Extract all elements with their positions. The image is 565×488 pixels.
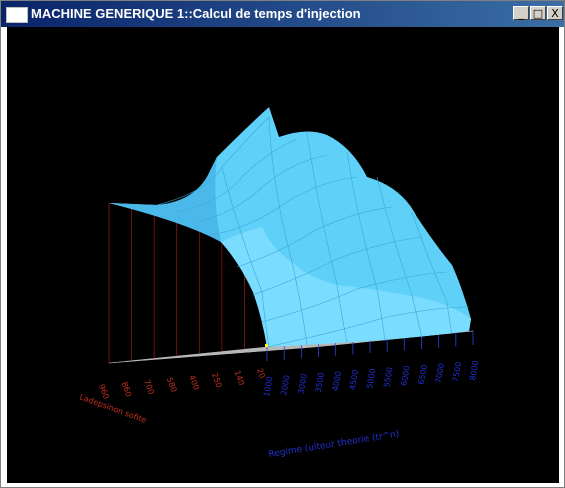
x-axis-label: Regime (ulteur theorie (tr^n) xyxy=(268,429,400,460)
x-tick-label: 6000 xyxy=(399,365,411,387)
y-tick-label: 20 xyxy=(255,367,267,380)
x-tick-label: 7000 xyxy=(434,362,446,384)
floor-line-y xyxy=(131,344,338,361)
y-tick-label: 250 xyxy=(210,371,224,388)
y-axis-label: Ladepsinon sofite xyxy=(78,392,147,425)
y-tick-label: 700 xyxy=(142,378,156,395)
minimize-button[interactable]: _ xyxy=(513,6,529,20)
maximize-button[interactable]: □ xyxy=(530,6,546,20)
x-axis-ticks: 1000 2000 3000 3500 4000 4500 5000 5500 6000 6500… xyxy=(262,360,480,398)
x-tick-label: 3500 xyxy=(314,372,326,394)
x-tick-label: 8000 xyxy=(468,360,480,382)
injection-surface xyxy=(109,107,471,348)
y-tick-label: 580 xyxy=(165,376,179,393)
back-wall-lines xyxy=(108,203,268,363)
x-tick-label: 1000 xyxy=(262,376,274,398)
mesh-line xyxy=(176,138,298,213)
x-tick-label: 6500 xyxy=(417,364,429,386)
window-title: MACHINE GENERIQUE 1::Calcul de temps d'i… xyxy=(31,6,361,21)
mesh-line xyxy=(346,151,386,342)
mesh-line xyxy=(252,236,423,296)
surface-mesh xyxy=(156,116,470,348)
mesh-line xyxy=(236,206,393,268)
x-tick-label: 4000 xyxy=(331,370,343,392)
title-bar[interactable]: MACHINE GENERIQUE 1::Calcul de temps d'i… xyxy=(1,1,564,27)
mesh-line xyxy=(211,176,358,236)
mesh-line xyxy=(261,271,448,323)
x-tick-label: 4500 xyxy=(348,369,360,391)
window-icon[interactable] xyxy=(6,7,28,23)
mesh-line xyxy=(376,176,423,339)
x-tick-label: 3000 xyxy=(296,373,308,395)
surface-body xyxy=(109,107,471,347)
mesh-line xyxy=(268,116,308,346)
plot-canvas[interactable]: 960 860 700 580 400 250 140 20 1000 2000 3000 3500… xyxy=(7,27,559,483)
mesh-line xyxy=(266,306,470,348)
mesh-line xyxy=(306,131,348,344)
floor-line-y xyxy=(108,346,316,364)
x-tick-label: 7500 xyxy=(451,361,463,383)
origin-marker xyxy=(265,344,268,347)
y-tick-label: 860 xyxy=(120,381,134,398)
floor-line-y xyxy=(176,339,383,357)
x-tick-label: 2000 xyxy=(279,374,291,396)
surface-front-face xyxy=(221,227,471,347)
surface-plot[interactable]: 960 860 700 580 400 250 140 20 1000 2000 3000 3500… xyxy=(7,27,559,483)
x-tick-label: 5000 xyxy=(365,368,377,390)
mesh-line xyxy=(221,166,270,348)
y-tick-label: 140 xyxy=(232,369,246,386)
mesh-line xyxy=(196,154,328,223)
mesh-line xyxy=(411,211,453,335)
close-button[interactable]: X xyxy=(547,6,563,20)
y-tick-label: 960 xyxy=(97,383,111,400)
surface-shade-left xyxy=(109,157,221,242)
y-tick-label: 400 xyxy=(187,374,201,391)
x-tick-label: 5500 xyxy=(382,366,394,388)
floor-line-y xyxy=(154,342,361,359)
y-axis-ticks: 960 860 700 580 400 250 140 20 xyxy=(97,367,267,400)
